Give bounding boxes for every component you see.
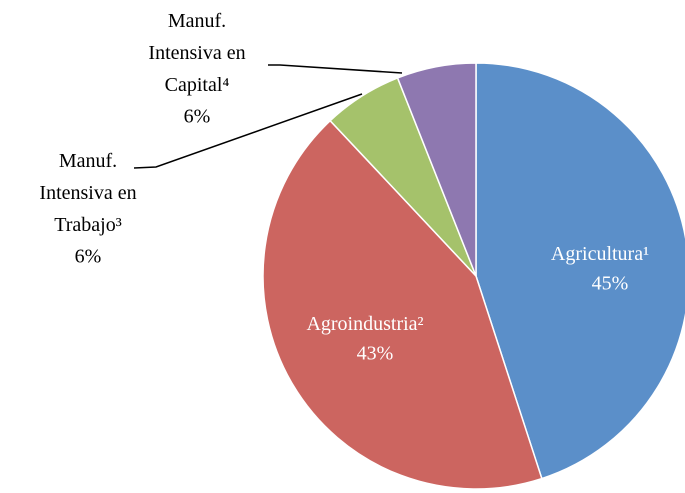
leader-line [268, 64, 403, 74]
slice-label: Manuf. Intensiva en Trabajo³ [39, 150, 136, 236]
value-label: 43% [357, 343, 394, 365]
slice-label: Agroindustria² [306, 313, 423, 335]
slice-label: Manuf. Intensiva en Capital⁴ [148, 10, 245, 96]
slice-label: Agricultura¹ [551, 243, 649, 265]
pie-slice [262, 119, 543, 490]
pie-slice [475, 62, 685, 480]
value-label: 6% [184, 106, 211, 128]
value-label: 45% [592, 273, 629, 295]
leader-line [133, 93, 363, 169]
pie-slice [396, 62, 477, 277]
value-label: 6% [75, 246, 102, 268]
